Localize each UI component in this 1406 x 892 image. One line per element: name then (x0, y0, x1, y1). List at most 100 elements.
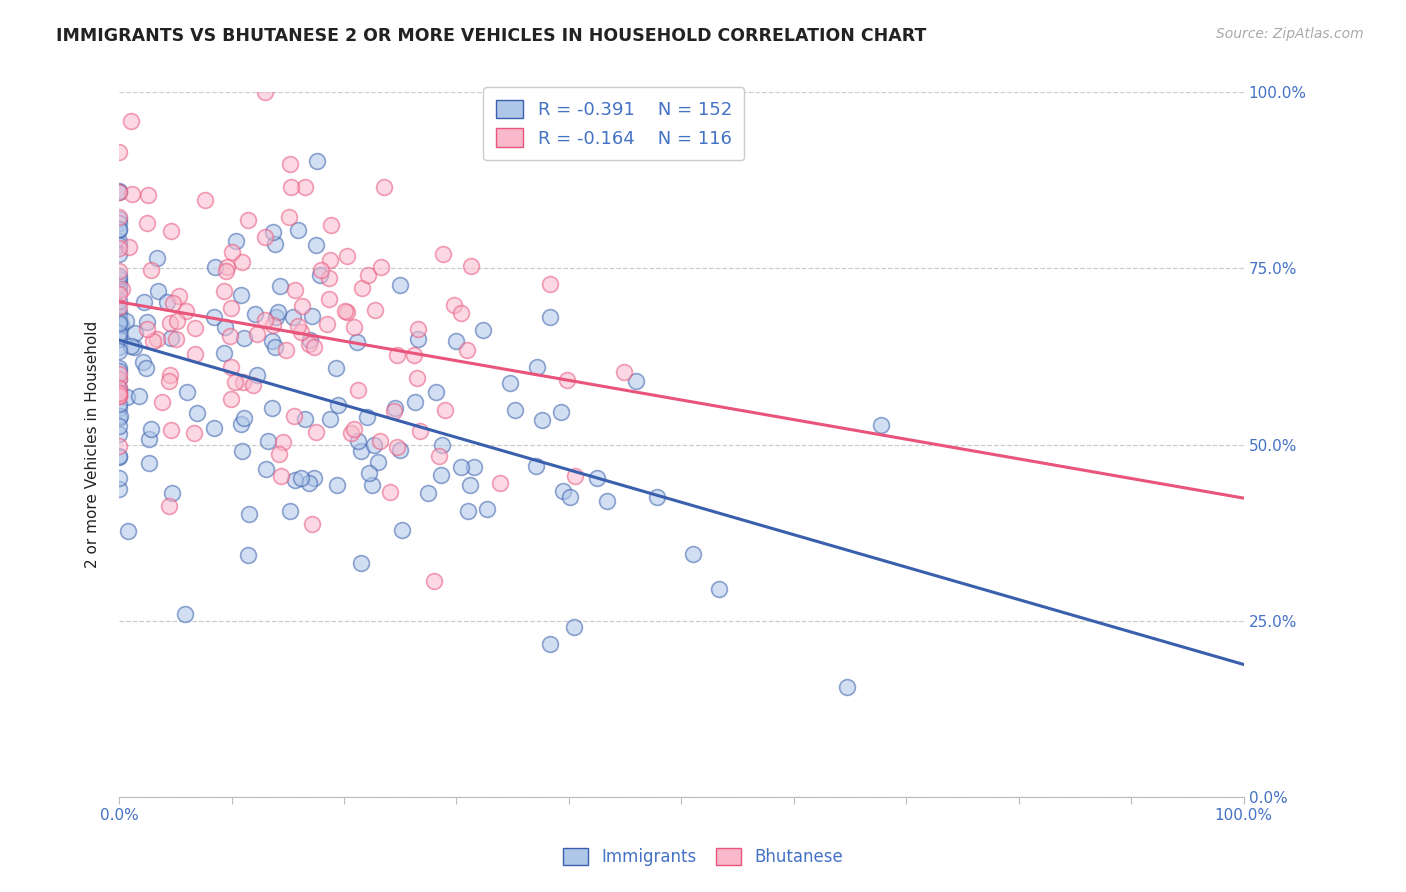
Point (108, 340, 131, 354)
Point (404, 395, 426, 409)
Point (135, 315, 157, 329)
Point (132, 355, 155, 369)
Point (264, 310, 287, 325)
Point (309, 263, 332, 277)
Point (499, 376, 522, 390)
Point (550, 405, 572, 419)
Point (254, 461, 277, 475)
Point (346, 334, 368, 349)
Point (253, 230, 276, 244)
Point (108, 371, 131, 385)
Point (246, 368, 269, 382)
Point (472, 323, 495, 337)
Point (460, 259, 482, 273)
Point (262, 225, 284, 239)
Point (231, 443, 253, 458)
Point (215, 264, 238, 278)
Point (108, 237, 131, 252)
Point (108, 389, 131, 403)
Point (108, 328, 131, 343)
Point (108, 396, 131, 410)
Point (108, 283, 131, 297)
Point (160, 486, 183, 500)
Point (624, 374, 647, 388)
Point (384, 401, 406, 415)
Point (108, 418, 131, 433)
Point (318, 292, 340, 306)
Point (263, 339, 285, 353)
Point (108, 410, 131, 425)
Point (124, 326, 146, 341)
Point (194, 193, 217, 207)
Point (294, 179, 316, 194)
Point (108, 381, 131, 395)
Point (425, 385, 447, 400)
Point (489, 475, 512, 490)
Point (157, 374, 180, 388)
Point (555, 373, 578, 387)
Point (162, 296, 184, 310)
Point (350, 281, 373, 295)
Point (108, 185, 131, 199)
Point (389, 443, 412, 458)
Point (108, 223, 131, 237)
Point (336, 305, 359, 319)
Point (246, 326, 269, 341)
Point (430, 468, 453, 483)
Point (307, 153, 329, 168)
Point (108, 293, 131, 308)
Point (120, 113, 142, 128)
Point (475, 502, 498, 516)
Point (225, 234, 247, 248)
Point (108, 286, 131, 301)
Point (145, 332, 167, 346)
Point (290, 471, 312, 485)
Point (357, 268, 380, 283)
Point (350, 556, 373, 570)
Point (166, 314, 188, 328)
Point (221, 244, 243, 259)
Point (538, 637, 561, 651)
Point (156, 295, 179, 310)
Point (585, 471, 607, 485)
Point (267, 446, 290, 460)
Point (136, 216, 159, 230)
Point (122, 340, 145, 354)
Point (186, 406, 208, 420)
Point (835, 680, 858, 694)
Point (262, 401, 284, 416)
Point (108, 309, 131, 323)
Point (108, 269, 131, 284)
Point (176, 385, 198, 400)
Point (214, 346, 236, 360)
Point (382, 404, 405, 418)
Point (336, 249, 359, 263)
Point (108, 471, 131, 485)
Point (165, 332, 187, 346)
Point (433, 403, 456, 417)
Point (114, 314, 136, 328)
Point (526, 360, 548, 375)
Point (430, 438, 453, 452)
Point (530, 413, 553, 427)
Point (232, 411, 254, 425)
Point (262, 318, 284, 332)
Point (108, 318, 131, 332)
Point (108, 241, 131, 255)
Point (108, 439, 131, 453)
Point (560, 490, 582, 504)
Point (229, 288, 252, 302)
Point (108, 343, 131, 358)
Point (280, 156, 302, 170)
Point (142, 334, 165, 348)
Point (108, 364, 131, 378)
Point (242, 377, 264, 392)
Point (363, 438, 385, 452)
Point (134, 295, 156, 310)
Point (340, 426, 363, 441)
Point (110, 409, 132, 423)
Point (346, 383, 368, 397)
Point (108, 386, 131, 401)
Point (254, 86, 277, 100)
Point (357, 466, 380, 480)
